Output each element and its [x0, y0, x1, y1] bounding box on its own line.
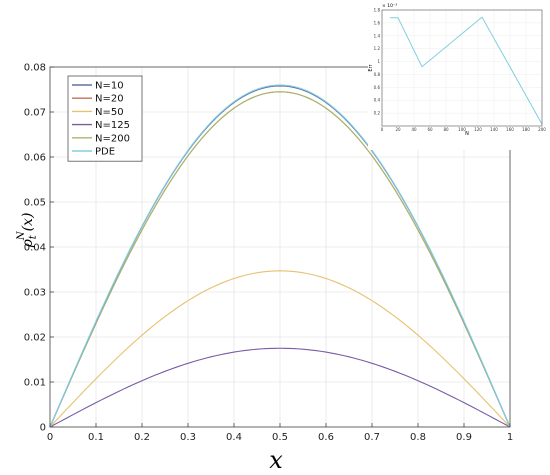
inset-x-tick-label: 160	[506, 127, 514, 132]
main-x-tick-label: 0.7	[364, 432, 380, 443]
main-x-tick-label: 0	[47, 432, 53, 443]
main-x-tick-label: 1	[507, 432, 513, 443]
main-x-tick-label: 0.6	[318, 432, 334, 443]
inset-plot-frame	[381, 9, 543, 127]
inset-y-tick-label: 1.6	[374, 20, 381, 25]
y-label-sub: t	[28, 234, 39, 239]
main-y-tick-label: 0.04	[24, 243, 46, 254]
y-label-arg: (x)	[20, 213, 36, 232]
curve-n-200	[49, 91, 511, 428]
main-y-tick-label: 0	[40, 423, 46, 434]
inset-y-tick-label: 1	[377, 59, 380, 64]
legend-label: N=200	[95, 133, 130, 144]
inset-y-tick-label: 0.4	[374, 98, 381, 103]
main-x-ticks: 0 0.1 0.2 0.3 0.4 0.5 0.6 0.7 0.8 0.9 1	[47, 423, 513, 443]
inset-error-line	[390, 16, 543, 125]
main-x-tick-label: 0.2	[134, 432, 150, 443]
legend-label: N=125	[95, 120, 130, 131]
main-y-tick-label: 0.07	[24, 108, 46, 119]
legend-label: PDE	[95, 147, 115, 158]
legend-label: N=10	[95, 81, 124, 92]
main-y-ticks: 0 0.01 0.02 0.03 0.04 0.05 0.06 0.07 0.08	[24, 63, 54, 434]
main-y-axis-label: ρtN(x)	[16, 213, 39, 249]
inset-x-tick-label: 140	[490, 127, 498, 132]
inset-y-tick-label: 0.6	[374, 85, 381, 90]
inset-x-tick-label: 60	[427, 127, 433, 132]
y-label-sup: N	[16, 230, 27, 241]
inset-x-tick-label: 40	[411, 127, 417, 132]
inset-y-tick-label: 1.8	[374, 8, 381, 13]
main-y-tick-label: 0.06	[24, 153, 46, 164]
legend-box	[67, 75, 143, 162]
inset-x-tick-label: 200	[538, 127, 546, 132]
legend: N=10 N=20 N=50 N=125 N=200 PDE	[67, 75, 143, 162]
inset-x-tick-label: 0	[381, 127, 384, 132]
main-y-tick-label: 0.05	[24, 198, 46, 209]
inset-x-tick-label: 20	[395, 127, 401, 132]
svg-text:ρtN(x): ρtN(x)	[16, 213, 39, 249]
inset-y-axis-label: Err	[368, 63, 374, 71]
legend-label: N=20	[95, 94, 124, 105]
inset-x-tick-label: 100	[458, 127, 466, 132]
inset-y-tick-label: 0.8	[374, 72, 381, 77]
main-x-tick-label: 0.5	[272, 432, 288, 443]
y-label-rho: ρ	[20, 238, 36, 248]
inset-x-ticks: 0 20 40 60 80 100 120 140 160 180 200	[381, 127, 547, 132]
inset-exponent-label: × 10⁻³	[382, 3, 397, 9]
main-x-tick-label: 0.9	[456, 432, 472, 443]
main-x-tick-label: 0.1	[88, 432, 104, 443]
legend-label: N=50	[95, 107, 124, 118]
main-x-tick-label: 0.3	[180, 432, 196, 443]
main-y-tick-label: 0.03	[24, 288, 46, 299]
inset-y-tick-label: 1.2	[374, 46, 381, 51]
main-y-tick-label: 0.08	[24, 63, 46, 74]
main-x-tick-label: 0.4	[226, 432, 242, 443]
inset-y-ticks: 0.2 0.4 0.6 0.8 1 1.2 1.4 1.6 1.8	[374, 8, 381, 116]
curve-n-125	[49, 347, 511, 428]
curve-n-50	[49, 270, 511, 428]
main-y-tick-label: 0.02	[24, 333, 46, 344]
inset-x-tick-label: 120	[474, 127, 482, 132]
inset-x-axis-label: N	[465, 131, 469, 137]
inset-x-tick-label: 80	[443, 127, 449, 132]
main-curves	[49, 84, 511, 428]
curve-pde	[49, 84, 511, 428]
inset-x-tick-label: 180	[522, 127, 530, 132]
inset-y-tick-label: 0.2	[374, 111, 381, 116]
inset-y-tick-label: 1.4	[374, 33, 381, 38]
main-y-tick-label: 0.01	[24, 378, 46, 389]
main-x-axis-label: x	[269, 446, 283, 474]
main-x-tick-label: 0.8	[410, 432, 426, 443]
inset-chart: 0 20 40 60 80 100 120 140 160 180 200 0.2 0.4 0.6 0.8…	[368, 0, 548, 150]
